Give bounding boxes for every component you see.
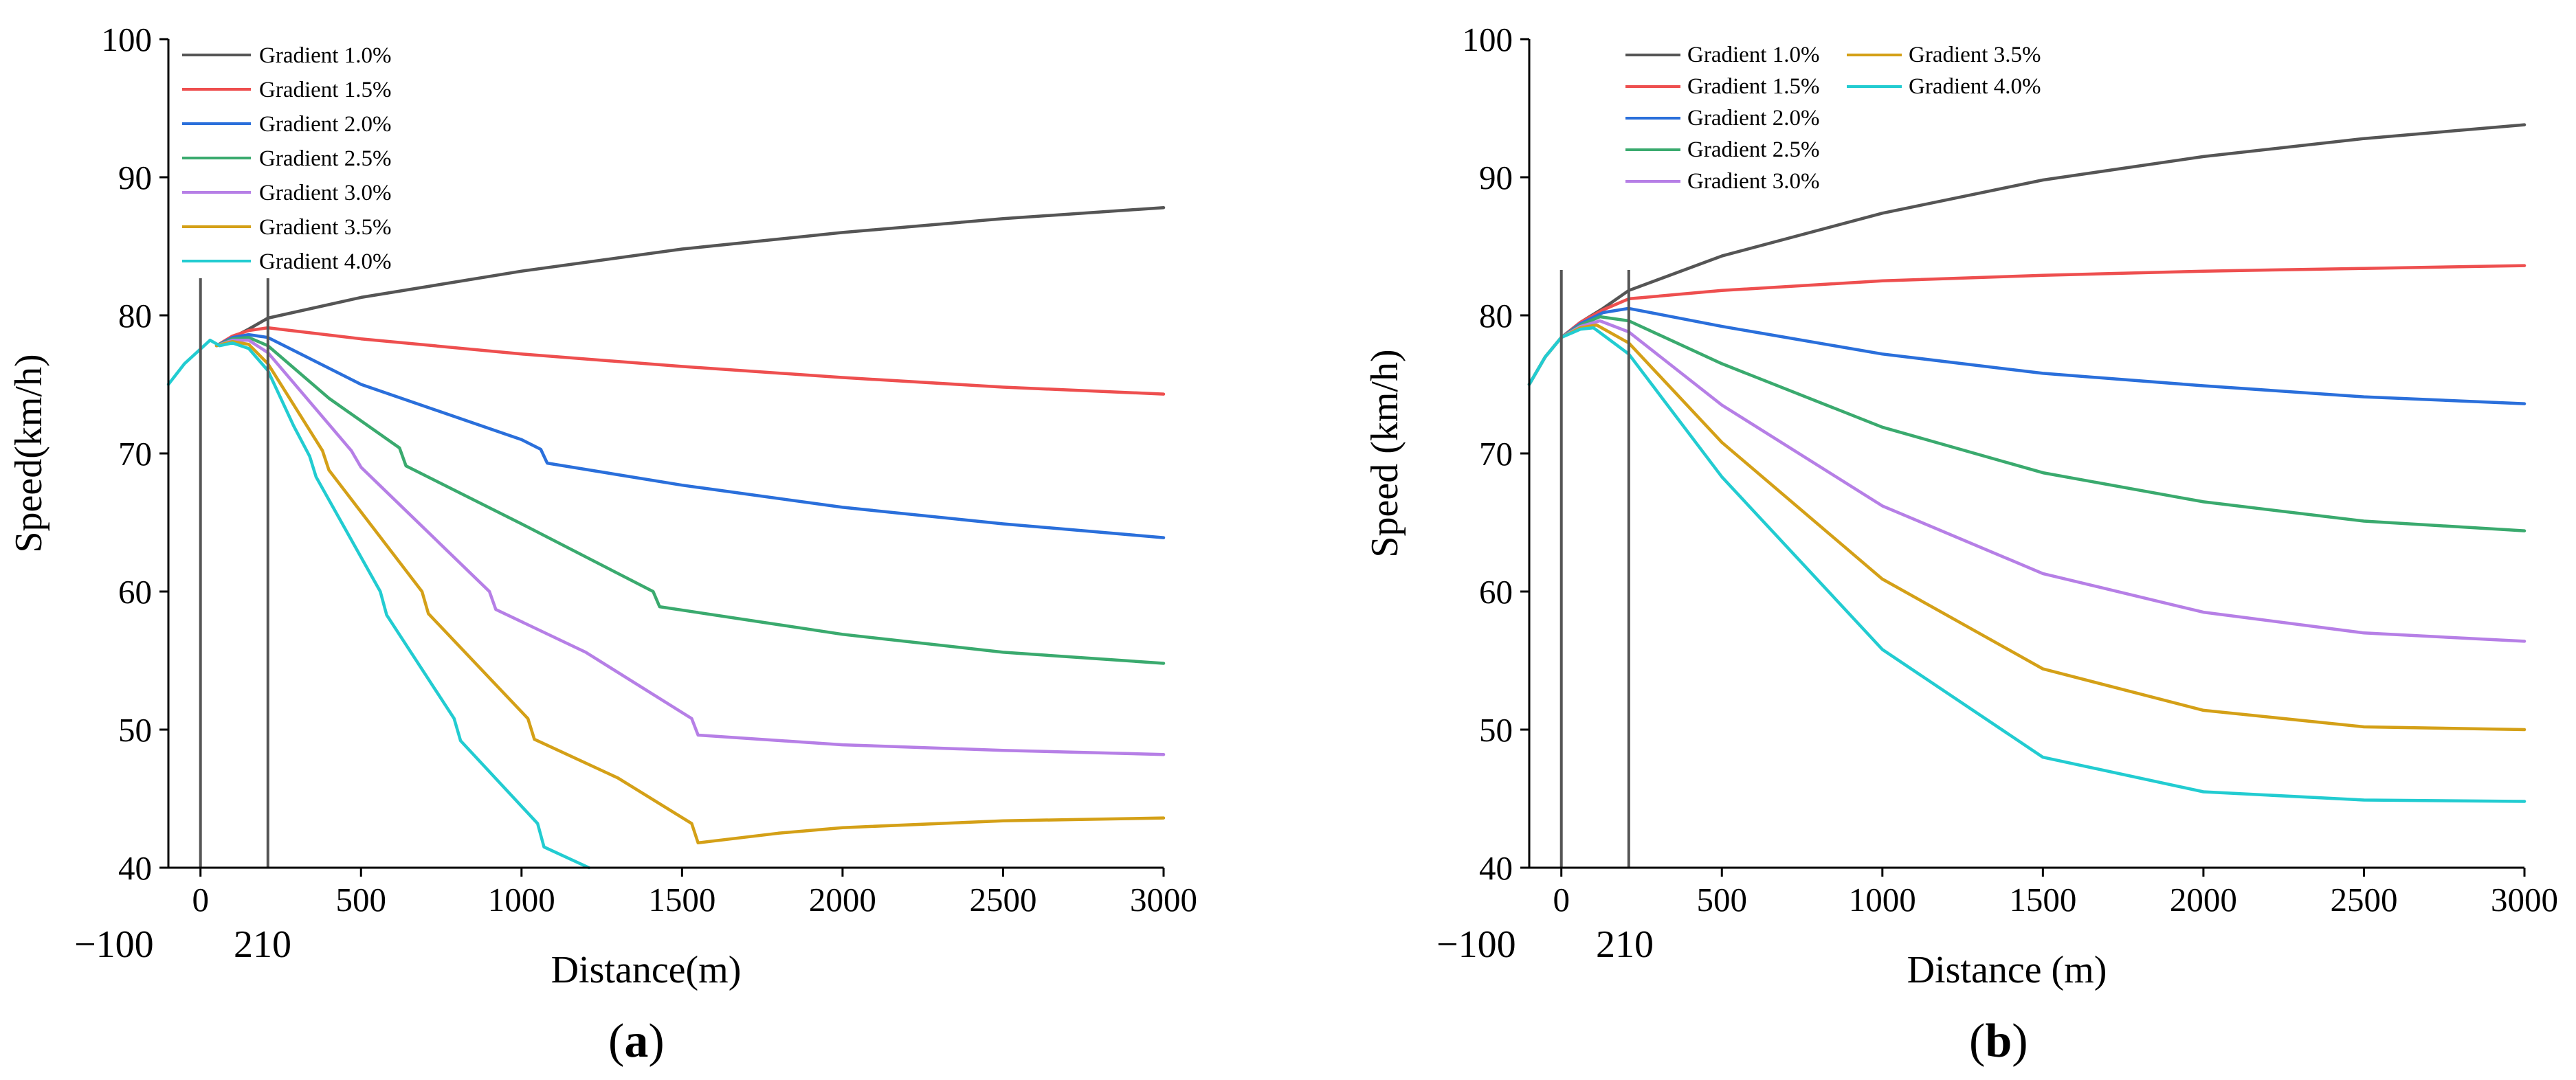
panel-a-series-line-4 xyxy=(214,335,1166,665)
panel-b-panel-label: (b) xyxy=(1969,1015,2028,1068)
panel-a-series-line-6 xyxy=(214,339,1166,845)
panel-b-series-line-6 xyxy=(1527,323,2527,732)
panel-a-series-line-2 xyxy=(214,326,1166,396)
panel-b-legend-label: Gradient 3.5% xyxy=(1909,43,2041,67)
panel-a-x-tick-label: 3000 xyxy=(1130,881,1197,919)
panel-a-series-line-3 xyxy=(214,333,1166,539)
panel-b-series-line-4 xyxy=(1527,315,2527,532)
panel-b-y-tick-label: 50 xyxy=(1479,711,1513,749)
panel-a-legend-label: Gradient 2.5% xyxy=(259,146,391,171)
panel-b-legend-label: Gradient 2.5% xyxy=(1687,137,1819,162)
panel-b-x-tick-label: 2500 xyxy=(2330,881,2397,919)
panel-b-legend-label: Gradient 2.0% xyxy=(1687,106,1819,131)
panel-a-panel-label: (a) xyxy=(608,1015,665,1068)
panel-b-series-line-2 xyxy=(1527,264,2527,386)
panel-b-legend-label: Gradient 1.5% xyxy=(1687,74,1819,99)
panel-b-legend-label: Gradient 3.0% xyxy=(1687,169,1819,194)
panel-a-y-tick-label: 40 xyxy=(118,849,152,887)
panel-a-annotation-label: 210 xyxy=(234,923,291,966)
panel-b-y-tick-label: 70 xyxy=(1479,435,1513,473)
panel-b-x-tick-label: 500 xyxy=(1697,881,1748,919)
panel-a-x-axis-title: Distance(m) xyxy=(551,949,742,991)
panel-b-series-line-7 xyxy=(1527,326,2527,803)
panel-b-legend-label: Gradient 1.0% xyxy=(1687,43,1819,67)
panel-a-x-tick-label: 2500 xyxy=(969,881,1036,919)
panel-a-legend-label: Gradient 3.0% xyxy=(259,181,391,205)
chart-panel-b: 0 500 1000 1500 2000 2500 3000 40 50 60 70 80 90 100 −… xyxy=(1364,21,2558,1068)
panel-a-y-tick-label: 80 xyxy=(118,297,152,335)
panel-b-x-tick-label: 0 xyxy=(1553,881,1570,919)
panel-b-y-tick-label: 40 xyxy=(1479,849,1513,887)
panel-a-legend-label: Gradient 3.5% xyxy=(259,215,391,240)
panel-a-x-tick-label: 1500 xyxy=(648,881,715,919)
panel-b-x-axis-title: Distance (m) xyxy=(1907,949,2107,991)
panel-a-y-tick-label: 100 xyxy=(102,21,153,58)
chart-panel-a: 0 500 1000 1500 2000 2500 3000 40 50 60 70 80 90 100 −… xyxy=(8,21,1197,1068)
panel-a-series-line-7 xyxy=(166,338,591,870)
panel-b-y-tick-label: 100 xyxy=(1463,21,1513,58)
panel-a-series-line-5 xyxy=(214,338,1166,756)
panel-b-annotation-label: −100 xyxy=(1436,923,1516,966)
panel-b-annotation-label: 210 xyxy=(1596,923,1654,966)
panel-a-x-tick-label: 500 xyxy=(336,881,387,919)
panel-a-legend-label: Gradient 1.0% xyxy=(259,43,391,68)
panel-a-y-tick-label: 90 xyxy=(118,159,152,196)
panel-a-legend-label: Gradient 1.5% xyxy=(259,78,391,102)
panel-b-y-axis-title: Speed (km/h) xyxy=(1364,349,1406,557)
panel-a-legend-label: Gradient 2.0% xyxy=(259,112,391,137)
panel-a-x-tick-label: 1000 xyxy=(488,881,555,919)
panel-b-legend-label: Gradient 4.0% xyxy=(1909,74,2041,99)
panel-a-annotation-label: −100 xyxy=(74,923,154,966)
panel-a-y-tick-label: 50 xyxy=(118,711,152,749)
panel-a-x-tick-label: 2000 xyxy=(809,881,876,919)
panel-b-x-tick-label: 3000 xyxy=(2491,881,2558,919)
panel-b-series-line-3 xyxy=(1527,306,2527,405)
panel-b-x-tick-label: 1000 xyxy=(1849,881,1916,919)
panel-b-y-tick-label: 80 xyxy=(1479,297,1513,335)
panel-a-legend-label: Gradient 4.0% xyxy=(259,249,391,274)
panel-b-y-tick-label: 60 xyxy=(1479,573,1513,611)
panel-b-x-tick-label: 2000 xyxy=(2170,881,2237,919)
panel-a-y-tick-label: 60 xyxy=(118,573,152,611)
panel-a-x-tick-label: 0 xyxy=(192,881,209,919)
panel-b-series-line-5 xyxy=(1527,319,2527,643)
panel-b-y-tick-label: 90 xyxy=(1479,159,1513,196)
panel-a-y-axis-title: Speed(km/h) xyxy=(8,354,50,552)
panel-a-y-tick-label: 70 xyxy=(118,435,152,473)
panel-b-x-tick-label: 1500 xyxy=(2009,881,2076,919)
